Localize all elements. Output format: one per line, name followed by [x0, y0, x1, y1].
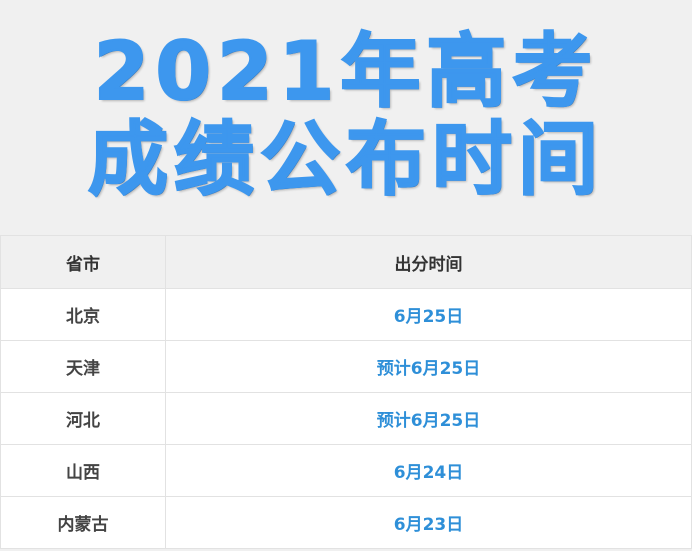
date-cell: 预计6月25日	[165, 392, 692, 445]
header-province: 省市	[0, 235, 166, 289]
table-row: 北京 6月25日	[0, 288, 692, 341]
title-line-2: 成绩公布时间	[87, 113, 604, 206]
table-row: 内蒙古 6月23日	[0, 496, 692, 549]
table-row: 山西 6月24日	[0, 444, 692, 497]
province-cell: 山西	[0, 444, 166, 497]
date-cell: 6月25日	[165, 288, 692, 341]
province-cell: 天津	[0, 340, 166, 393]
province-cell: 内蒙古	[0, 496, 166, 549]
province-cell: 北京	[0, 288, 166, 341]
date-cell: 预计6月25日	[165, 340, 692, 393]
date-cell: 6月23日	[165, 496, 692, 549]
title-line-1: 2021年高考	[93, 25, 599, 118]
score-release-table: 省市 出分时间 北京 6月25日 天津 预计6月25日 河北 预计6月25日 山西 6月…	[0, 235, 692, 549]
table-row: 河北 预计6月25日	[0, 392, 692, 445]
province-cell: 河北	[0, 392, 166, 445]
page-title: 2021年高考 成绩公布时间	[0, 25, 692, 206]
table-row: 天津 预计6月25日	[0, 340, 692, 393]
date-cell: 6月24日	[165, 444, 692, 497]
table-header: 省市 出分时间	[0, 235, 692, 289]
header-date: 出分时间	[165, 235, 692, 289]
